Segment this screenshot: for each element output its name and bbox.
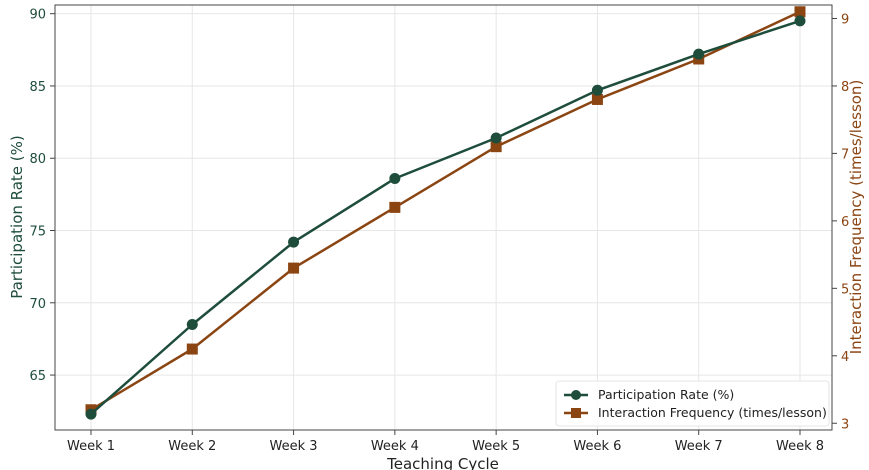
right-y-tick-label: 9	[841, 12, 849, 27]
x-tick-label: Week 1	[67, 439, 115, 454]
axes: Week 1 Week 2 Week 3 Week 4 Week 5 Week 6 Week…	[29, 8, 849, 454]
data-point-participation	[693, 48, 705, 60]
data-point-interaction	[389, 201, 401, 213]
data-point-participation	[490, 132, 502, 144]
right-y-axis-label: Interaction Frequency (times/lesson)	[847, 80, 865, 355]
series-group	[85, 6, 806, 420]
series-line-interaction	[90, 10, 801, 411]
left-y-tick-label: 65	[29, 369, 46, 384]
x-axis-label: Teaching Cycle	[386, 455, 499, 470]
data-point-participation	[85, 408, 97, 420]
left-y-tick-label: 85	[29, 80, 46, 95]
x-tick-label: Week 7	[675, 439, 723, 454]
right-y-tick-label: 4	[841, 350, 849, 365]
x-tick-label: Week 5	[472, 439, 520, 454]
data-point-interaction	[288, 262, 300, 274]
right-y-tick-label: 3	[841, 417, 849, 432]
left-y-tick-label: 80	[29, 152, 46, 167]
right-y-tick-label: 8	[841, 80, 849, 95]
plot-frame	[54, 4, 833, 431]
left-y-axis-label: Participation Rate (%)	[8, 135, 26, 299]
data-point-participation	[288, 236, 300, 248]
data-point-interaction	[794, 6, 806, 18]
x-tick-label: Week 4	[371, 439, 419, 454]
x-tick-label: Week 2	[168, 439, 216, 454]
right-y-tick-label: 7	[841, 147, 849, 162]
legend-box	[555, 380, 830, 427]
data-point-participation	[591, 84, 603, 96]
grid	[55, 5, 832, 430]
data-point-participation	[186, 318, 198, 330]
left-y-tick-label: 90	[29, 8, 46, 23]
data-point-interaction	[186, 343, 198, 355]
x-tick-label: Week 8	[776, 439, 824, 454]
left-y-tick-label: 70	[29, 297, 46, 312]
x-tick-label: Week 6	[573, 439, 621, 454]
data-point-participation	[794, 15, 806, 27]
data-point-interaction	[490, 141, 502, 153]
data-point-interaction	[591, 93, 603, 105]
left-y-tick-label: 75	[29, 225, 46, 240]
series-line-participation	[90, 19, 801, 416]
legend-marker-interaction	[571, 408, 581, 418]
legend-label-interaction: Interaction Frequency (times/lesson)	[598, 405, 827, 420]
x-tick-label: Week 3	[270, 439, 318, 454]
legend: Participation Rate (%) Interaction Frequ…	[555, 380, 830, 427]
right-y-tick-label: 6	[841, 215, 849, 230]
legend-label-participation: Participation Rate (%)	[598, 387, 734, 402]
right-y-tick-label: 5	[841, 282, 849, 297]
legend-marker-participation	[571, 390, 581, 400]
data-point-participation	[389, 172, 401, 184]
